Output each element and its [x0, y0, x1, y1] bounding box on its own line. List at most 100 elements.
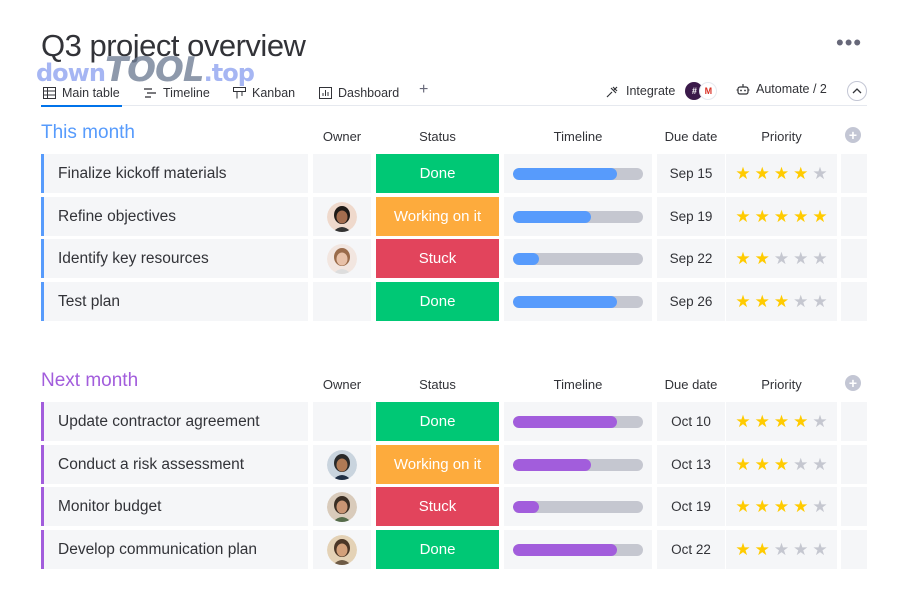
- priority-rating[interactable]: ★ ★ ★ ★ ★: [726, 530, 837, 569]
- priority-rating[interactable]: ★ ★ ★ ★ ★: [726, 239, 837, 278]
- column-header-owner[interactable]: Owner: [322, 129, 362, 144]
- star-icon[interactable]: ★: [735, 497, 751, 516]
- timeline-cell[interactable]: [504, 487, 652, 526]
- priority-rating[interactable]: ★ ★ ★ ★ ★: [726, 154, 837, 193]
- star-icon[interactable]: ★: [773, 207, 790, 226]
- group-title[interactable]: Next month: [41, 370, 139, 391]
- column-header-due[interactable]: Due date: [664, 129, 718, 144]
- star-icon[interactable]: ★: [812, 455, 828, 474]
- item-name[interactable]: Monitor budget: [41, 487, 308, 526]
- status-label[interactable]: Working on it: [376, 445, 499, 484]
- due-date[interactable]: Sep 19: [657, 197, 725, 236]
- star-icon[interactable]: ★: [793, 497, 809, 516]
- timeline-cell[interactable]: [504, 197, 652, 236]
- status-label[interactable]: Done: [376, 530, 499, 569]
- owner-cell[interactable]: [313, 402, 371, 441]
- star-icon[interactable]: ★: [754, 497, 770, 516]
- column-header-status[interactable]: Status: [419, 129, 456, 144]
- avatar[interactable]: [327, 201, 357, 232]
- star-icon[interactable]: ★: [754, 164, 770, 183]
- timeline-cell[interactable]: [504, 445, 652, 484]
- star-icon[interactable]: ★: [735, 412, 751, 431]
- priority-rating[interactable]: ★ ★ ★ ★ ★: [726, 487, 837, 526]
- star-icon[interactable]: ★: [793, 540, 809, 559]
- column-header-due[interactable]: Due date: [664, 377, 718, 392]
- add-view-button[interactable]: +: [419, 81, 429, 98]
- item-name[interactable]: Test plan: [41, 282, 308, 321]
- star-icon[interactable]: ★: [754, 249, 770, 268]
- avatar[interactable]: [327, 491, 357, 522]
- star-icon[interactable]: ★: [735, 249, 751, 268]
- group-title[interactable]: This month: [41, 122, 135, 143]
- owner-cell[interactable]: [313, 239, 371, 278]
- due-date[interactable]: Oct 19: [657, 487, 725, 526]
- column-header-timeline[interactable]: Timeline: [553, 129, 603, 144]
- star-icon[interactable]: ★: [773, 292, 790, 311]
- star-icon[interactable]: ★: [735, 207, 751, 226]
- star-icon[interactable]: ★: [754, 292, 770, 311]
- star-icon[interactable]: ★: [812, 412, 828, 431]
- star-icon[interactable]: ★: [793, 207, 809, 226]
- owner-cell[interactable]: [313, 197, 371, 236]
- column-header-priority[interactable]: Priority: [761, 129, 802, 144]
- star-icon[interactable]: ★: [812, 497, 828, 516]
- automate-button[interactable]: Automate / 2: [736, 82, 827, 96]
- owner-cell[interactable]: [313, 282, 371, 321]
- star-icon[interactable]: ★: [812, 164, 828, 183]
- column-header-status[interactable]: Status: [419, 377, 456, 392]
- star-icon[interactable]: ★: [773, 412, 790, 431]
- item-name[interactable]: Develop communication plan: [41, 530, 308, 569]
- star-icon[interactable]: ★: [773, 455, 790, 474]
- star-icon[interactable]: ★: [773, 497, 790, 516]
- star-icon[interactable]: ★: [754, 540, 770, 559]
- column-header-priority[interactable]: Priority: [761, 377, 802, 392]
- star-icon[interactable]: ★: [793, 249, 809, 268]
- column-header-owner[interactable]: Owner: [322, 377, 362, 392]
- more-dots-icon[interactable]: •••: [836, 30, 863, 55]
- star-icon[interactable]: ★: [754, 412, 770, 431]
- timeline-cell[interactable]: [504, 402, 652, 441]
- star-icon[interactable]: ★: [754, 207, 770, 226]
- timeline-cell[interactable]: [504, 530, 652, 569]
- priority-rating[interactable]: ★ ★ ★ ★ ★: [726, 402, 837, 441]
- priority-rating[interactable]: ★ ★ ★ ★ ★: [726, 197, 837, 236]
- avatar[interactable]: [327, 243, 357, 274]
- item-name[interactable]: Identify key resources: [41, 239, 308, 278]
- star-icon[interactable]: ★: [793, 455, 809, 474]
- add-column-button[interactable]: +: [845, 375, 861, 391]
- avatar[interactable]: [327, 449, 357, 480]
- star-icon[interactable]: ★: [773, 164, 790, 183]
- priority-rating[interactable]: ★ ★ ★ ★ ★: [726, 282, 837, 321]
- owner-cell[interactable]: [313, 530, 371, 569]
- timeline-cell[interactable]: [504, 154, 652, 193]
- status-label[interactable]: Done: [376, 154, 499, 193]
- collapse-button[interactable]: [847, 81, 867, 101]
- item-name[interactable]: Update contractor agreement: [41, 402, 308, 441]
- owner-cell[interactable]: [313, 445, 371, 484]
- column-header-timeline[interactable]: Timeline: [553, 377, 603, 392]
- tab-timeline[interactable]: Timeline: [144, 83, 210, 103]
- item-name[interactable]: Refine objectives: [41, 197, 308, 236]
- due-date[interactable]: Sep 15: [657, 154, 725, 193]
- star-icon[interactable]: ★: [735, 455, 751, 474]
- status-label[interactable]: Stuck: [376, 239, 499, 278]
- item-name[interactable]: Conduct a risk assessment: [41, 445, 308, 484]
- star-icon[interactable]: ★: [812, 540, 828, 559]
- priority-rating[interactable]: ★ ★ ★ ★ ★: [726, 445, 837, 484]
- timeline-cell[interactable]: [504, 239, 652, 278]
- star-icon[interactable]: ★: [754, 455, 770, 474]
- star-icon[interactable]: ★: [773, 540, 790, 559]
- add-column-button[interactable]: +: [845, 127, 861, 143]
- star-icon[interactable]: ★: [735, 292, 751, 311]
- status-label[interactable]: Working on it: [376, 197, 499, 236]
- star-icon[interactable]: ★: [735, 164, 751, 183]
- item-name[interactable]: Finalize kickoff materials: [41, 154, 308, 193]
- star-icon[interactable]: ★: [773, 249, 790, 268]
- status-label[interactable]: Done: [376, 282, 499, 321]
- due-date[interactable]: Oct 10: [657, 402, 725, 441]
- due-date[interactable]: Sep 22: [657, 239, 725, 278]
- star-icon[interactable]: ★: [812, 207, 828, 226]
- star-icon[interactable]: ★: [793, 292, 809, 311]
- star-icon[interactable]: ★: [793, 164, 809, 183]
- avatar[interactable]: [327, 534, 357, 565]
